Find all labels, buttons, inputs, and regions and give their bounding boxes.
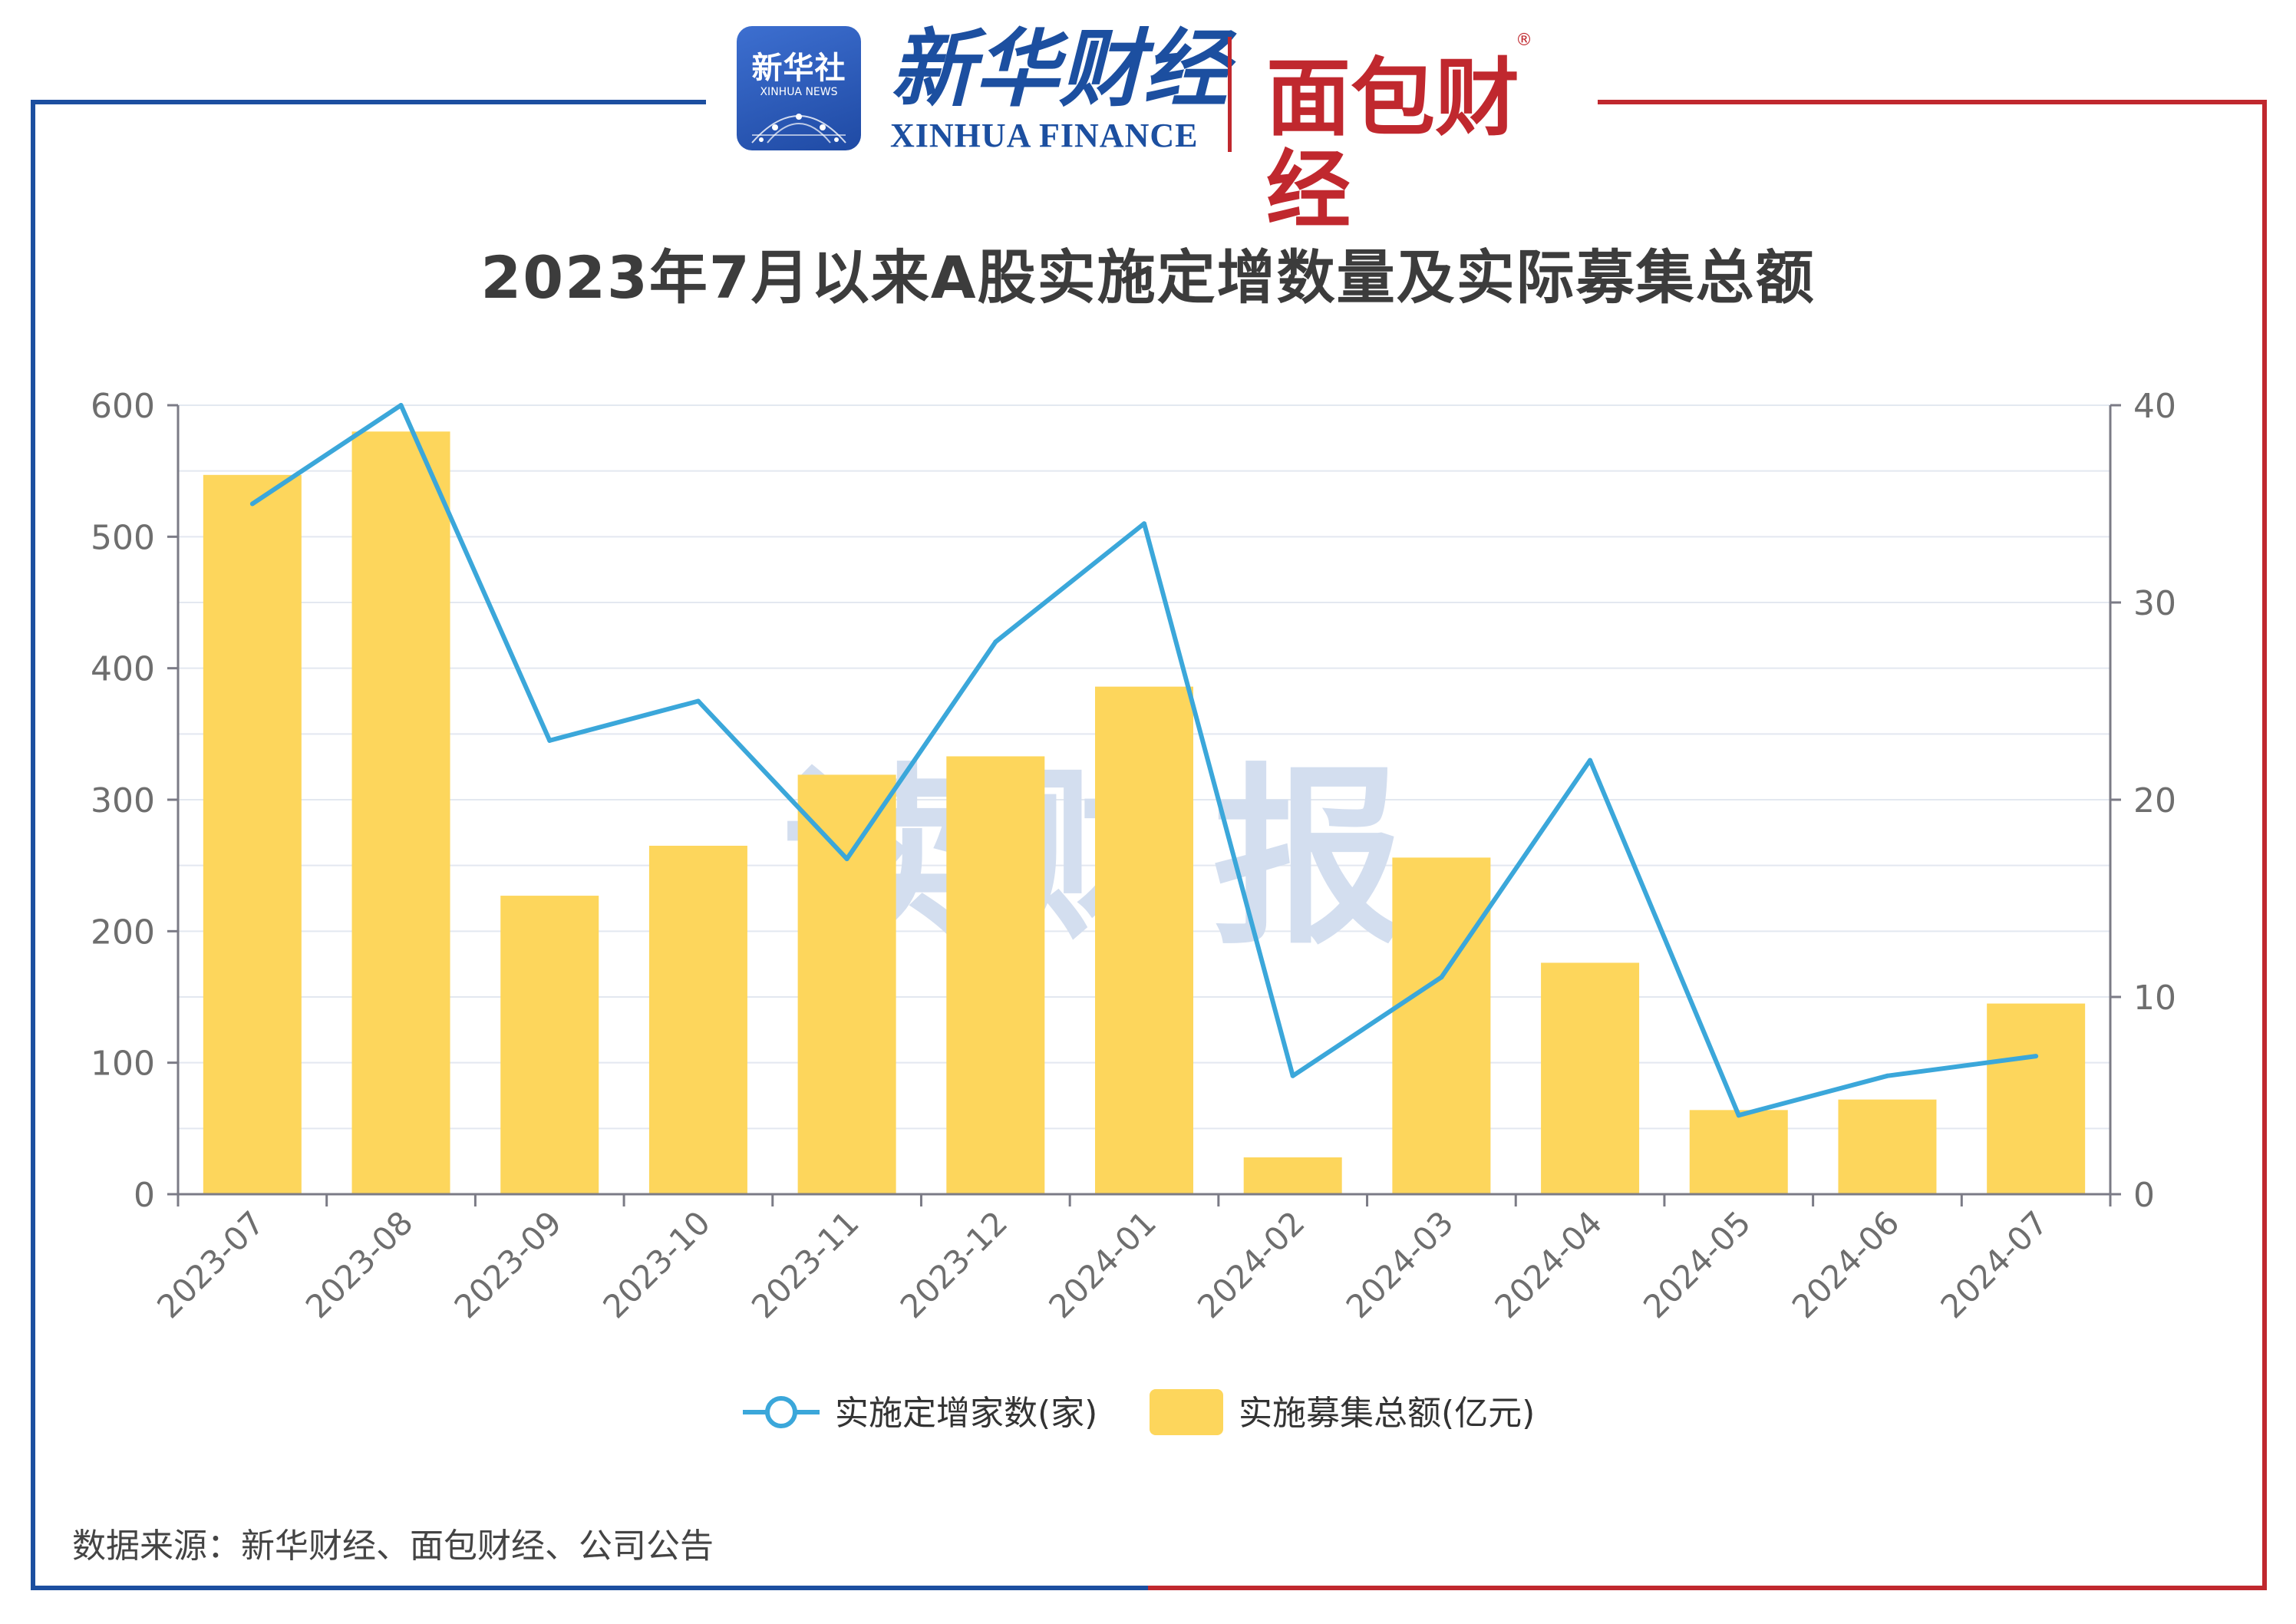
x-tick-label: 2023-07 [150,1203,272,1325]
bar-2023-12 [946,756,1045,1194]
bar-2023-08 [351,431,450,1194]
line-point-2024-04 [1588,758,1593,763]
legend-bar-swatch [1150,1389,1223,1435]
legend-bar-label: 实施募集总额(亿元) [1239,1394,1535,1433]
y-right-tick-label: 20 [2133,781,2176,820]
bar-2023-07 [203,474,302,1194]
x-tick-label: 2024-02 [1190,1203,1312,1325]
bar-2023-11 [797,774,896,1194]
header-logos: 新华社 XINHUA NEWS 新华财经 XINHUA FINANCE 面包财经… [737,15,1573,236]
bar-2024-07 [1987,1003,2086,1194]
frame-bottom-right-line [1148,1586,2267,1590]
line-point-2023-09 [547,738,553,743]
brand-divider [1228,37,1232,152]
y-left-tick-label: 400 [91,650,155,689]
y-left-tick-label: 100 [91,1045,155,1084]
bar-2023-09 [500,896,599,1194]
line-point-2024-01 [1142,521,1146,526]
y-left-tick-label: 0 [134,1176,155,1215]
y-right-tick-label: 0 [2133,1176,2155,1215]
x-tick-label: 2024-07 [1933,1203,2055,1325]
frame-right-line [2262,100,2267,1590]
bar-2024-06 [1838,1099,1937,1194]
line-point-2023-10 [695,698,701,704]
line-point-2023-11 [844,857,849,862]
x-tick-label: 2023-08 [299,1203,421,1325]
line-point-2023-12 [993,639,998,645]
x-tick-label: 2023-09 [447,1203,569,1325]
y-right-tick-label: 10 [2133,979,2176,1018]
x-tick-label: 2024-05 [1636,1203,1758,1325]
xinhua-logo-en: XINHUA NEWS [760,86,838,98]
line-point-2024-03 [1439,975,1444,980]
x-tick-label: 2023-12 [893,1203,1015,1325]
bar-2024-01 [1095,686,1193,1194]
grid-lines [178,404,2110,1130]
registered-mark: ® [1516,31,1532,50]
x-tick-label: 2023-11 [744,1203,866,1325]
source-note: 数据来源：新华财经、面包财经、公司公告 [72,1527,714,1566]
globe-network-icon [751,114,846,144]
chart-title: 2023年7月以来A股实施定增数量及实际募集总额 [480,243,1816,312]
legend-line-marker [765,1396,797,1428]
frame-top-right-line [1598,100,2267,104]
line-point-2023-08 [398,403,404,408]
frame-bottom-left-line [31,1586,1148,1590]
bar-2024-03 [1392,857,1491,1194]
frame-top-left-line [31,100,706,104]
line-point-2024-06 [1885,1073,1890,1078]
line-point-2024-02 [1290,1073,1295,1078]
y-left-tick-label: 600 [91,387,155,426]
bar-series [203,431,2086,1194]
line-point-2023-07 [249,501,255,507]
xinhua-finance-brand-en: XINHUA FINANCE [890,117,1199,154]
x-tick-label: 2024-04 [1487,1203,1609,1325]
mianbao-finance-brand: 面包财经 [1266,49,1519,239]
y-left-tick-label: 300 [91,781,155,820]
xinhua-finance-brand-cn: 新华财经 [890,19,1228,118]
x-tick-label: 2024-01 [1041,1203,1163,1325]
x-tick-label: 2023-10 [595,1203,718,1325]
line-point-2024-07 [2034,1054,2039,1059]
bar-2024-02 [1243,1157,1342,1194]
x-tick-label: 2024-06 [1785,1203,1907,1325]
legend: 实施定增家数(家) 实施募集总额(亿元) [743,1389,1535,1435]
bar-2023-10 [648,845,747,1194]
xinhua-news-logo: 新华社 XINHUA NEWS [737,26,861,150]
y-right-tick-label: 30 [2133,584,2176,623]
bar-2024-05 [1689,1110,1788,1194]
frame-left-line [31,100,35,1590]
y-left-tick-label: 200 [91,913,155,952]
legend-line-label: 实施定增家数(家) [835,1394,1097,1433]
line-series [249,403,2039,1118]
y-left-tick-label: 500 [91,518,155,557]
xinhua-logo-cn: 新华社 [751,51,846,86]
axes [167,404,2121,1206]
x-tick-label: 2024-03 [1339,1203,1461,1325]
line-point-2024-05 [1736,1113,1741,1118]
bar-2024-04 [1541,962,1640,1194]
y-right-tick-label: 40 [2133,387,2176,426]
